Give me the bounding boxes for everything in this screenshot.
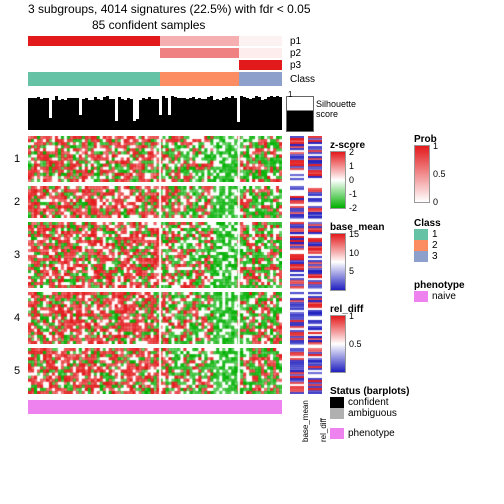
silhouette-label: Silhouettescore (316, 100, 356, 120)
class-swatch-1 (414, 229, 428, 240)
phenotype-swatch-naive (414, 291, 428, 302)
status-swatch-confident (330, 397, 344, 408)
silhouette-axis: 1 0 (286, 90, 320, 134)
p2-label: p2 (290, 48, 301, 59)
phenotype-label-naive: naive (432, 291, 456, 302)
p2-row (28, 48, 282, 58)
gradient-z-score-icon: 210-1-2 (330, 151, 346, 209)
row-group-label-1: 1 (14, 153, 20, 165)
status-label-confident: confident (348, 397, 389, 408)
class-label: Class (290, 74, 315, 85)
silhouette-bars (28, 96, 282, 130)
p3-label: p3 (290, 60, 301, 71)
top-annotations (28, 36, 282, 88)
row-anno-base_mean (290, 136, 304, 394)
row-anno-label-base_mean: base_mean (301, 400, 310, 442)
p1-label: p1 (290, 36, 301, 47)
gradient-base_mean-icon: 15105 (330, 233, 346, 291)
heatmap-group-5 (28, 348, 282, 394)
title-line-1: 3 subgroups, 4014 signatures (22.5%) wit… (28, 2, 311, 18)
title-line-2: 85 confident samples (92, 18, 205, 34)
phenotype-small-label: phenotype (348, 428, 395, 439)
row-group-label-4: 4 (14, 312, 20, 324)
row-group-label-3: 3 (14, 249, 20, 261)
prob-gradient-icon: 10.50 (414, 145, 430, 203)
heatmap-group-1 (28, 136, 282, 182)
heatmap-group-4 (28, 292, 282, 344)
class-legend-title: Class (414, 218, 441, 229)
class-label-2: 2 (432, 240, 438, 251)
class-label-3: 3 (432, 251, 438, 262)
class-label-1: 1 (432, 229, 438, 240)
phenotype-swatch-icon (330, 428, 344, 439)
phenotype-legend-title: phenotype (414, 280, 465, 291)
legend-title-z-score: z-score (330, 140, 365, 151)
row-anno-label-rel_diff: rel_diff (319, 418, 328, 442)
p3-row (28, 60, 282, 70)
class-swatch-2 (414, 240, 428, 251)
heatmap-main (28, 136, 282, 398)
heatmap-group-3 (28, 222, 282, 288)
class-row (28, 72, 282, 86)
row-anno-rel_diff (308, 136, 322, 394)
row-group-label-2: 2 (14, 196, 20, 208)
p1-row (28, 36, 282, 46)
legend-title-rel_diff: rel_diff (330, 304, 363, 315)
row-group-label-5: 5 (14, 365, 20, 377)
silhouette-tick-0: 0 (288, 124, 292, 133)
class-swatch-3 (414, 251, 428, 262)
status-label-ambiguous: ambiguous (348, 408, 397, 419)
phenotype-bar (28, 400, 282, 414)
gradient-rel_diff-icon: 10.5 (330, 315, 346, 373)
status-swatch-ambiguous (330, 408, 344, 419)
status-legend-title: Status (barplots) (330, 386, 409, 397)
silhouette-tick-1: 1 (288, 90, 292, 99)
heatmap-group-2 (28, 186, 282, 218)
